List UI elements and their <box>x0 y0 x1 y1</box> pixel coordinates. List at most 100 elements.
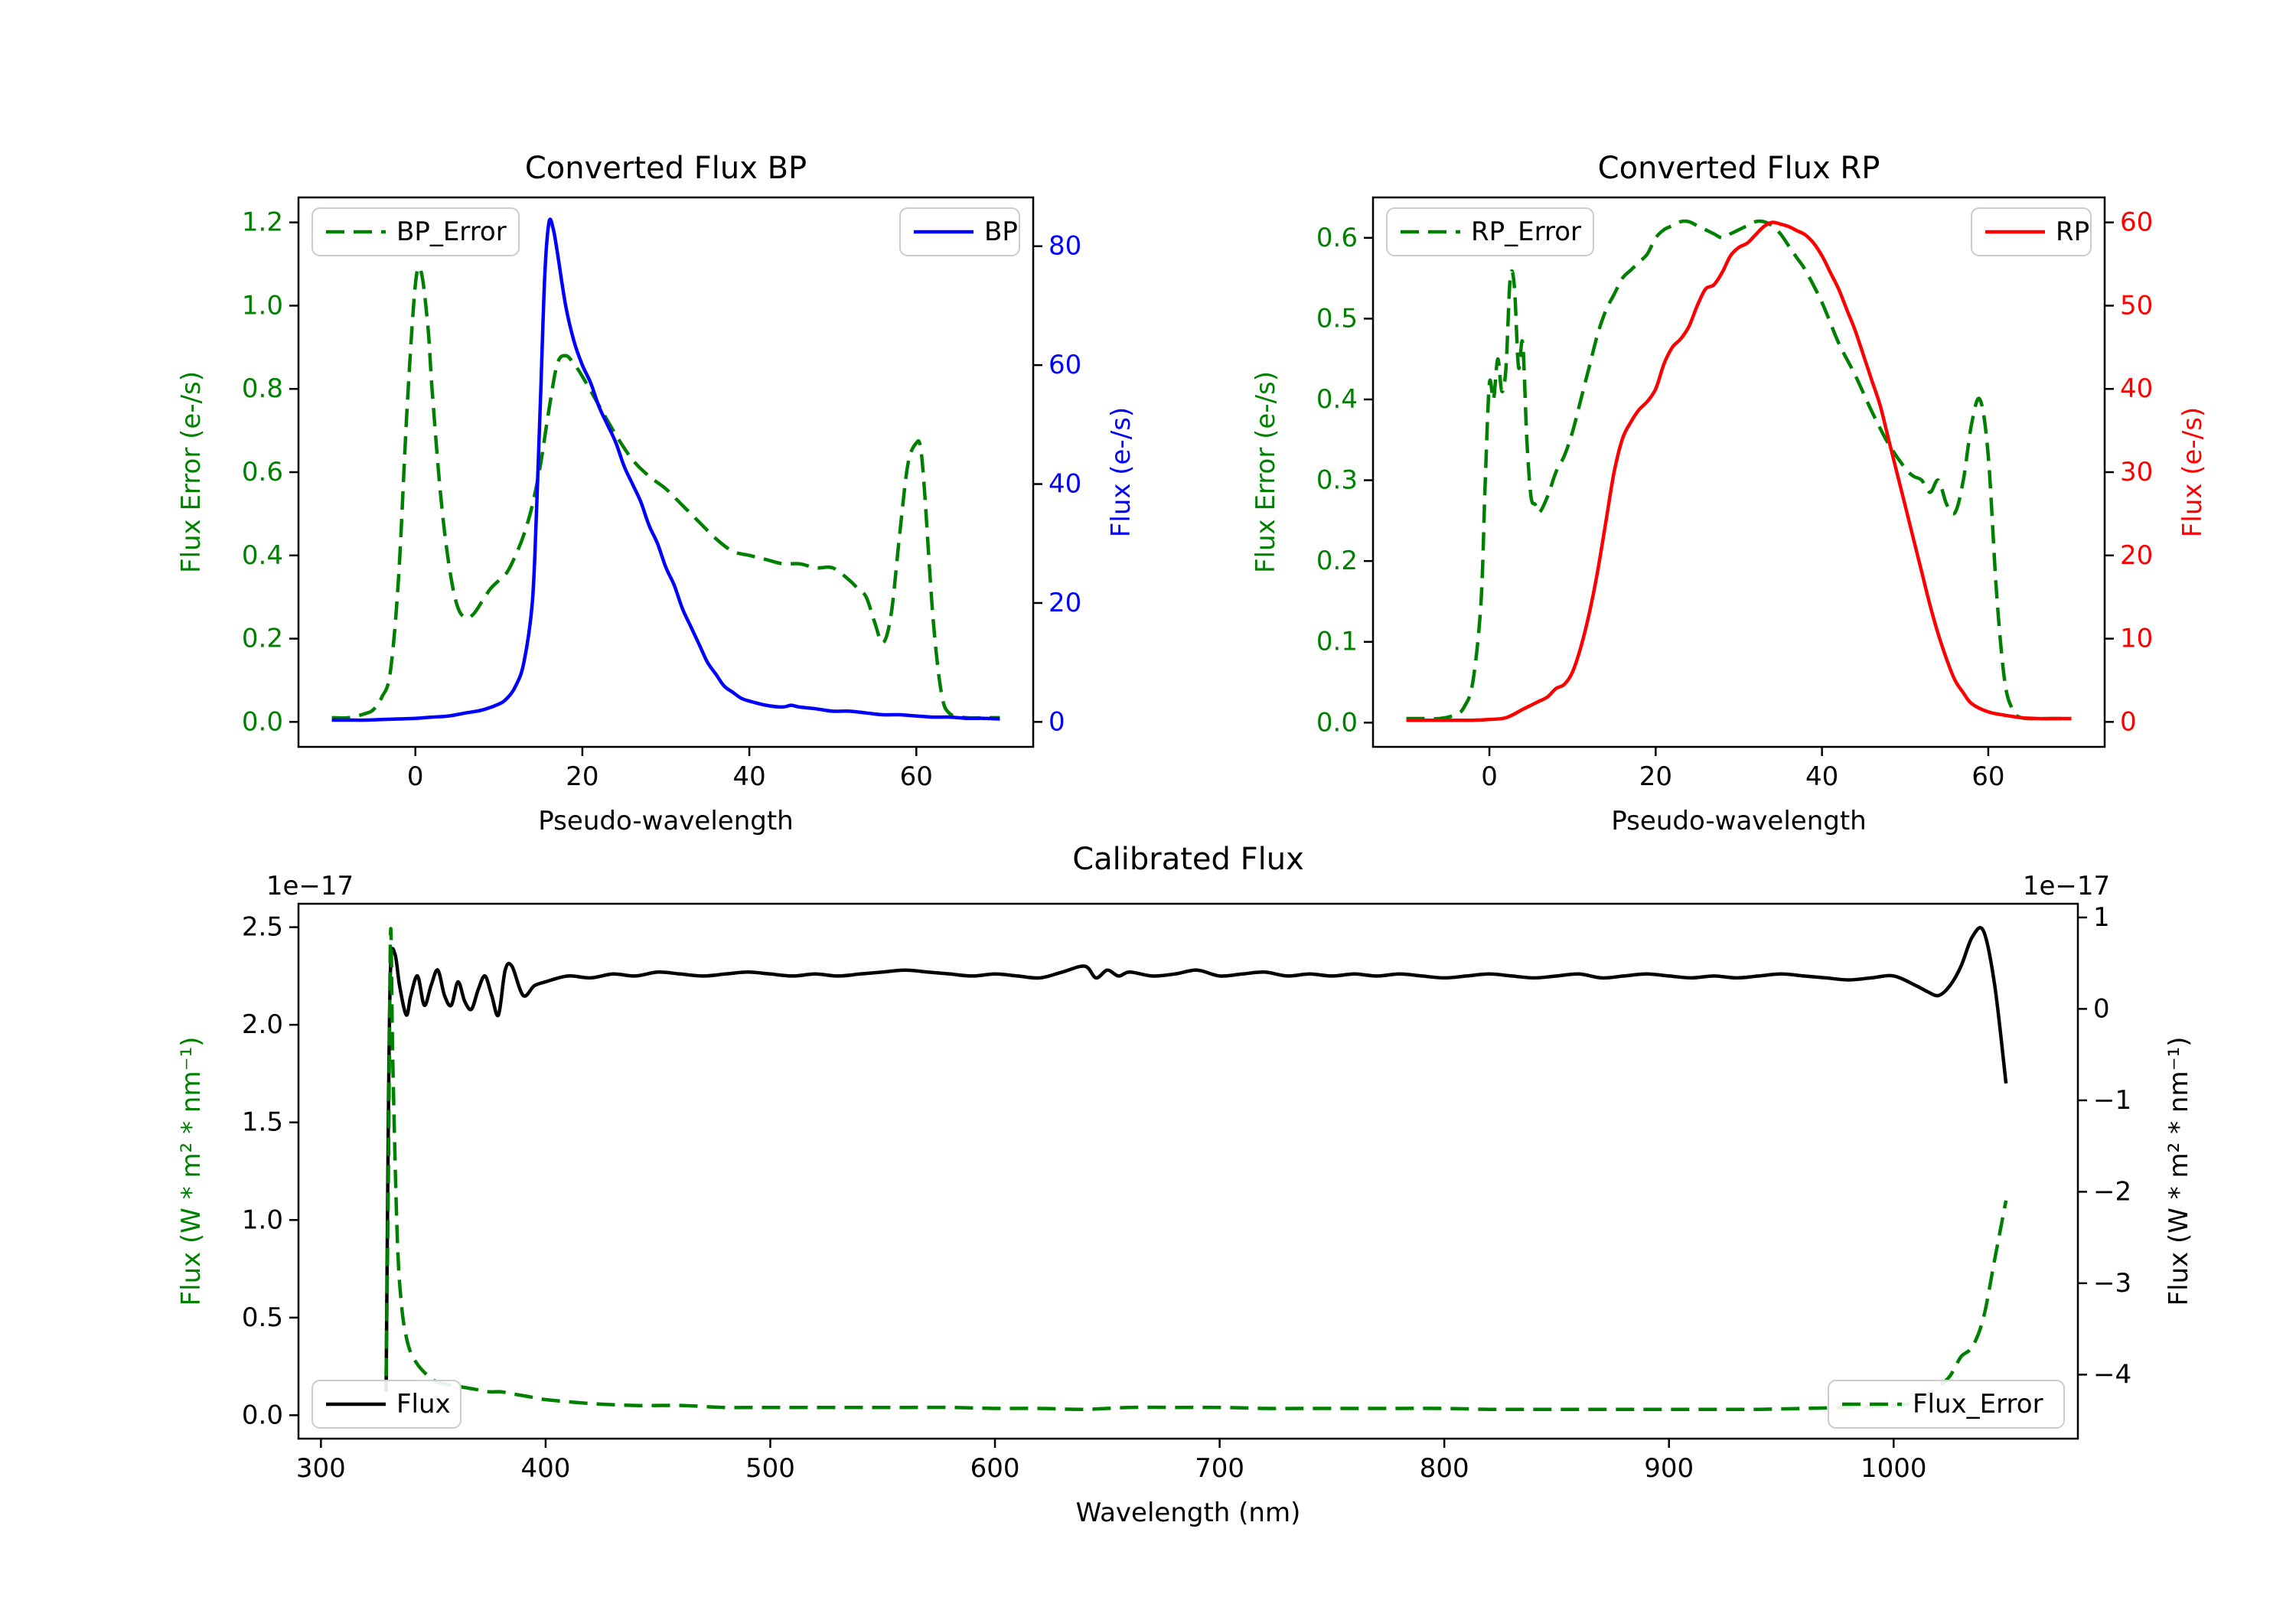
rp-x-tick-label: 0 <box>1481 761 1498 792</box>
rp-y-right-tick-label: 60 <box>2120 207 2153 238</box>
calibrated-x-tick-label: 700 <box>1195 1453 1244 1484</box>
rp-plot-area: 0 20 40 60 0.0 0.1 0.2 0.3 0.4 0.5 0.6 0 10 20 30 40 50 6… <box>1251 151 2208 836</box>
calibrated-y-left-tick-label: 2.0 <box>242 1009 283 1040</box>
rp-y-right-tick-label: 30 <box>2120 457 2153 487</box>
rp-y-right-tick-label: 50 <box>2120 290 2153 321</box>
rp-ylabel-right: Flux (e-/s) <box>2177 407 2208 537</box>
bp-x-tick-label: 20 <box>566 761 598 792</box>
legend-box <box>311 1380 461 1429</box>
rp-y-left-tick-label: 0.1 <box>1316 627 1358 657</box>
bp-y-left-tick-label: 1.2 <box>242 207 283 238</box>
bp-y-right-tick-label: 40 <box>1049 469 1081 500</box>
calibrated-axes-frame <box>297 902 2079 1440</box>
rp-y-right-ticks: 0 10 20 30 40 50 60 <box>2105 207 2153 737</box>
legend-label: BP_Error <box>396 217 507 247</box>
rp-y-left-ticks: 0.0 0.1 0.2 0.3 0.4 0.5 0.6 <box>1316 223 1373 738</box>
bp-x-tick-label: 0 <box>407 761 424 792</box>
rp-legend-rp_error: RP_Error <box>1386 207 1594 256</box>
bp-ylabel-left: Flux Error (e-/s) <box>176 371 207 573</box>
rp-y-left-tick-label: 0.4 <box>1316 384 1358 415</box>
bp-legend-bp: BP <box>899 207 1020 256</box>
calibrated-y-left-tick-label: 1.0 <box>242 1204 283 1235</box>
calibrated-y-right-tick-label: 0 <box>2093 993 2110 1024</box>
bp-y-left-tick-label: 0.0 <box>242 706 283 737</box>
rp-x-axis-ticks: 0 20 40 60 <box>1481 747 2005 792</box>
legend-label: Flux_Error <box>1913 1389 2043 1420</box>
rp-y-right-tick-label: 0 <box>2120 706 2137 737</box>
calibrated-x-tick-label: 500 <box>745 1453 795 1484</box>
calibrated-series-flux-line <box>384 926 2008 1392</box>
calibrated-offset-text-left: 1e−17 <box>266 871 354 901</box>
bp-legend-bp_error: BP_Error <box>311 207 520 256</box>
calibrated-x-axis-ticks: 300 400 500 600 700 800 900 1000 <box>296 1439 1927 1484</box>
rp-y-left-tick-label: 0.6 <box>1316 223 1358 253</box>
bp-y-right-tick-label: 80 <box>1049 231 1081 262</box>
rp-y-right-tick-label: 20 <box>2120 540 2153 571</box>
calibrated-y-left-ticks: 0.0 0.5 1.0 1.5 2.0 2.5 <box>242 912 298 1430</box>
bp-y-right-ticks: 0 20 40 60 80 <box>1033 231 1081 737</box>
rp-x-tick-label: 20 <box>1639 761 1672 792</box>
rp-y-right-tick-label: 10 <box>2120 624 2153 654</box>
legend-box <box>1386 207 1594 256</box>
legend-label: BP <box>984 217 1018 247</box>
bp-x-tick-label: 60 <box>900 761 933 792</box>
legend-box <box>1828 1380 2065 1429</box>
calibrated-y-right-tick-label: −4 <box>2093 1359 2131 1390</box>
bp-y-right-tick-label: 20 <box>1049 588 1081 618</box>
bp-y-left-tick-label: 1.0 <box>242 290 283 321</box>
calibrated-x-tick-label: 600 <box>970 1453 1020 1484</box>
calibrated-y-left-tick-label: 0.0 <box>242 1400 283 1430</box>
rp-y-left-tick-label: 0.0 <box>1316 707 1358 738</box>
bp-xlabel: Pseudo-wavelength <box>538 806 793 836</box>
legend-label: RP <box>2056 217 2089 247</box>
calibrated-x-tick-label: 800 <box>1420 1453 1469 1484</box>
bp-y-left-tick-label: 0.6 <box>242 457 283 487</box>
calibrated-x-tick-label: 900 <box>1644 1453 1694 1484</box>
calibrated-legend-flux: Flux <box>311 1380 461 1429</box>
bp-y-left-tick-label: 0.2 <box>242 624 283 654</box>
legend-box <box>311 207 520 256</box>
calibrated-plot-area: 300 400 500 600 700 800 900 1000 0.0 0.5 1.0 1.5 2.0… <box>176 842 2194 1528</box>
rp-series-rp_error-line <box>1406 219 2072 721</box>
calibrated-y-right-ticks: 1 0 −1 −2 −3 −4 <box>2078 902 2131 1390</box>
rp-series-rp-line <box>1406 220 2072 722</box>
bp-y-left-ticks: 0.0 0.2 0.4 0.6 0.8 1.0 1.2 <box>242 207 298 737</box>
bp-y-left-tick-label: 0.4 <box>242 540 283 571</box>
rp-xlabel: Pseudo-wavelength <box>1611 806 1866 836</box>
rp-title: Converted Flux RP <box>1598 151 1880 186</box>
rp-legend-rp: RP <box>1971 207 2092 256</box>
calibrated-x-tick-label: 400 <box>520 1453 570 1484</box>
bp-y-right-tick-label: 0 <box>1049 706 1065 737</box>
bp-x-axis-ticks: 0 20 40 60 <box>407 747 933 792</box>
calibrated-x-tick-label: 300 <box>296 1453 346 1484</box>
bp-series-bp-line <box>331 217 1000 722</box>
calibrated-y-right-tick-label: −3 <box>2093 1268 2131 1299</box>
rp-ylabel-left: Flux Error (e-/s) <box>1251 371 1281 573</box>
bp-y-left-tick-label: 0.8 <box>242 373 283 404</box>
calibrated-y-right-tick-label: −2 <box>2093 1176 2131 1207</box>
calibrated-y-right-tick-label: −1 <box>2093 1085 2131 1116</box>
calibrated-y-right-tick-label: 1 <box>2093 902 2110 933</box>
calibrated-xlabel: Wavelength (nm) <box>1076 1498 1301 1528</box>
calibrated-y-left-tick-label: 2.5 <box>242 912 283 943</box>
calibrated-y-left-tick-label: 0.5 <box>242 1302 283 1333</box>
rp-x-tick-label: 40 <box>1805 761 1838 792</box>
calibrated-legend-flux_error: Flux_Error <box>1828 1380 2065 1429</box>
rp-y-left-tick-label: 0.5 <box>1316 303 1358 334</box>
legend-label: RP_Error <box>1471 217 1581 247</box>
rp-y-right-tick-label: 40 <box>2120 373 2153 404</box>
calibrated-x-tick-label: 1000 <box>1861 1453 1927 1484</box>
calibrated-offset-text-right: 1e−17 <box>2023 871 2110 901</box>
calibrated-title: Calibrated Flux <box>1072 842 1304 877</box>
bp-title: Converted Flux BP <box>525 151 807 186</box>
calibrated-ylabel-right: Flux (W * m² * nm⁻¹) <box>2164 1037 2194 1306</box>
rp-y-left-tick-label: 0.3 <box>1316 465 1358 496</box>
legend-label: Flux <box>396 1389 451 1420</box>
calibrated-ylabel-left: Flux (W * m² * nm⁻¹) <box>176 1037 207 1306</box>
calibrated-series-flux_error-line <box>384 927 2008 1412</box>
calibrated-y-left-tick-label: 1.5 <box>242 1107 283 1138</box>
